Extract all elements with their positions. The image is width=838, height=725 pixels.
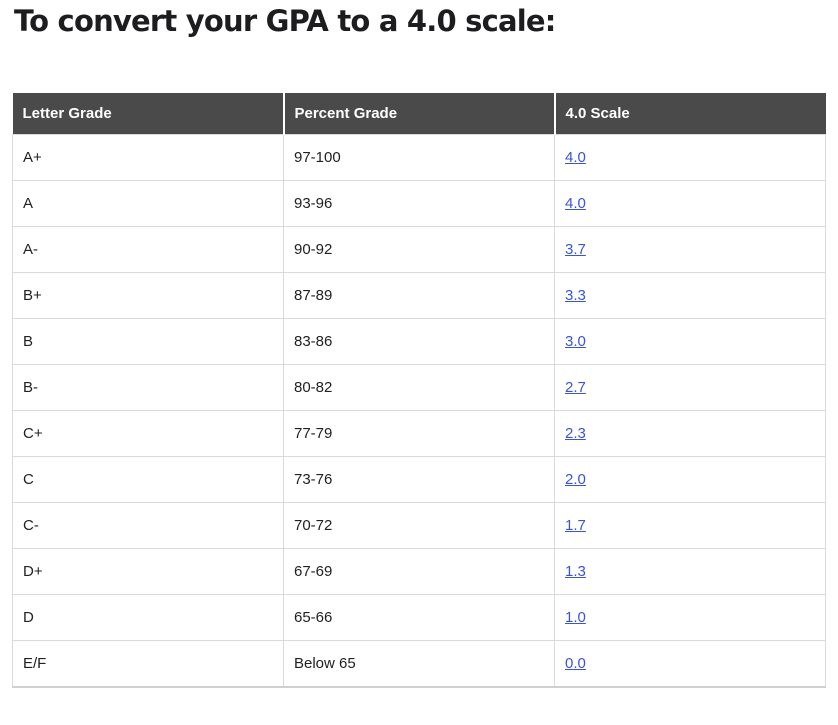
table-row: A 93-96 4.0: [12, 179, 826, 227]
percent-grade-cell: 93-96: [283, 179, 555, 227]
scale-cell: 1.0: [554, 593, 826, 641]
table-row: B+ 87-89 3.3: [12, 271, 826, 319]
letter-grade-cell: B-: [12, 363, 284, 411]
table-row: C- 70-72 1.7: [12, 501, 826, 549]
scale-link[interactable]: 1.7: [565, 516, 586, 534]
scale-link[interactable]: 4.0: [565, 194, 586, 212]
scale-cell: 2.3: [554, 409, 826, 457]
scale-link[interactable]: 2.7: [565, 378, 586, 396]
scale-link[interactable]: 1.0: [565, 608, 586, 626]
percent-grade-cell: 87-89: [283, 271, 555, 319]
scale-cell: 0.0: [554, 639, 826, 688]
scale-cell: 1.7: [554, 501, 826, 549]
scale-cell: 3.7: [554, 225, 826, 273]
percent-grade-cell: 80-82: [283, 363, 555, 411]
scale-link[interactable]: 3.7: [565, 240, 586, 258]
column-header-percent-grade: Percent Grade: [282, 92, 555, 135]
percent-grade-cell: 70-72: [283, 501, 555, 549]
scale-cell: 4.0: [554, 179, 826, 227]
letter-grade-cell: A-: [12, 225, 284, 273]
table-row: E/F Below 65 0.0: [12, 639, 826, 688]
letter-grade-cell: D: [12, 593, 284, 641]
scale-link[interactable]: 0.0: [565, 654, 586, 672]
scale-link[interactable]: 3.0: [565, 332, 586, 350]
table-head: Letter Grade Percent Grade 4.0 Scale: [12, 92, 826, 135]
scale-link[interactable]: 2.3: [565, 424, 586, 442]
letter-grade-cell: C+: [12, 409, 284, 457]
table-row: B 83-86 3.0: [12, 317, 826, 365]
percent-grade-cell: 65-66: [283, 593, 555, 641]
percent-grade-cell: 77-79: [283, 409, 555, 457]
letter-grade-cell: C: [12, 455, 284, 503]
percent-grade-cell: 83-86: [283, 317, 555, 365]
table-body: A+ 97-100 4.0 A 93-96 4.0 A- 90-92 3.7 B…: [12, 133, 826, 688]
letter-grade-cell: B: [12, 317, 284, 365]
table-row: C 73-76 2.0: [12, 455, 826, 503]
table-row: B- 80-82 2.7: [12, 363, 826, 411]
scale-link[interactable]: 3.3: [565, 286, 586, 304]
table-row: D+ 67-69 1.3: [12, 547, 826, 595]
scale-link[interactable]: 2.0: [565, 470, 586, 488]
gpa-conversion-table: Letter Grade Percent Grade 4.0 Scale A+ …: [12, 92, 826, 688]
page-title: To convert your GPA to a 4.0 scale:: [14, 4, 556, 38]
scale-link[interactable]: 4.0: [565, 148, 586, 166]
scale-cell: 2.7: [554, 363, 826, 411]
scale-cell: 3.0: [554, 317, 826, 365]
table-row: A+ 97-100 4.0: [12, 133, 826, 181]
scale-cell: 2.0: [554, 455, 826, 503]
percent-grade-cell: 90-92: [283, 225, 555, 273]
scale-cell: 1.3: [554, 547, 826, 595]
column-header-letter-grade: Letter Grade: [12, 92, 284, 135]
percent-grade-cell: 73-76: [283, 455, 555, 503]
letter-grade-cell: A+: [12, 133, 284, 181]
letter-grade-cell: A: [12, 179, 284, 227]
scale-cell: 3.3: [554, 271, 826, 319]
letter-grade-cell: B+: [12, 271, 284, 319]
scale-link[interactable]: 1.3: [565, 562, 586, 580]
percent-grade-cell: 67-69: [283, 547, 555, 595]
percent-grade-cell: 97-100: [283, 133, 555, 181]
table-header-row: Letter Grade Percent Grade 4.0 Scale: [12, 92, 826, 135]
table-row: D 65-66 1.0: [12, 593, 826, 641]
letter-grade-cell: E/F: [12, 639, 284, 688]
table-row: C+ 77-79 2.3: [12, 409, 826, 457]
scale-cell: 4.0: [554, 133, 826, 181]
percent-grade-cell: Below 65: [283, 639, 555, 688]
letter-grade-cell: C-: [12, 501, 284, 549]
letter-grade-cell: D+: [12, 547, 284, 595]
column-header-4-0-scale: 4.0 Scale: [553, 92, 826, 135]
table-row: A- 90-92 3.7: [12, 225, 826, 273]
